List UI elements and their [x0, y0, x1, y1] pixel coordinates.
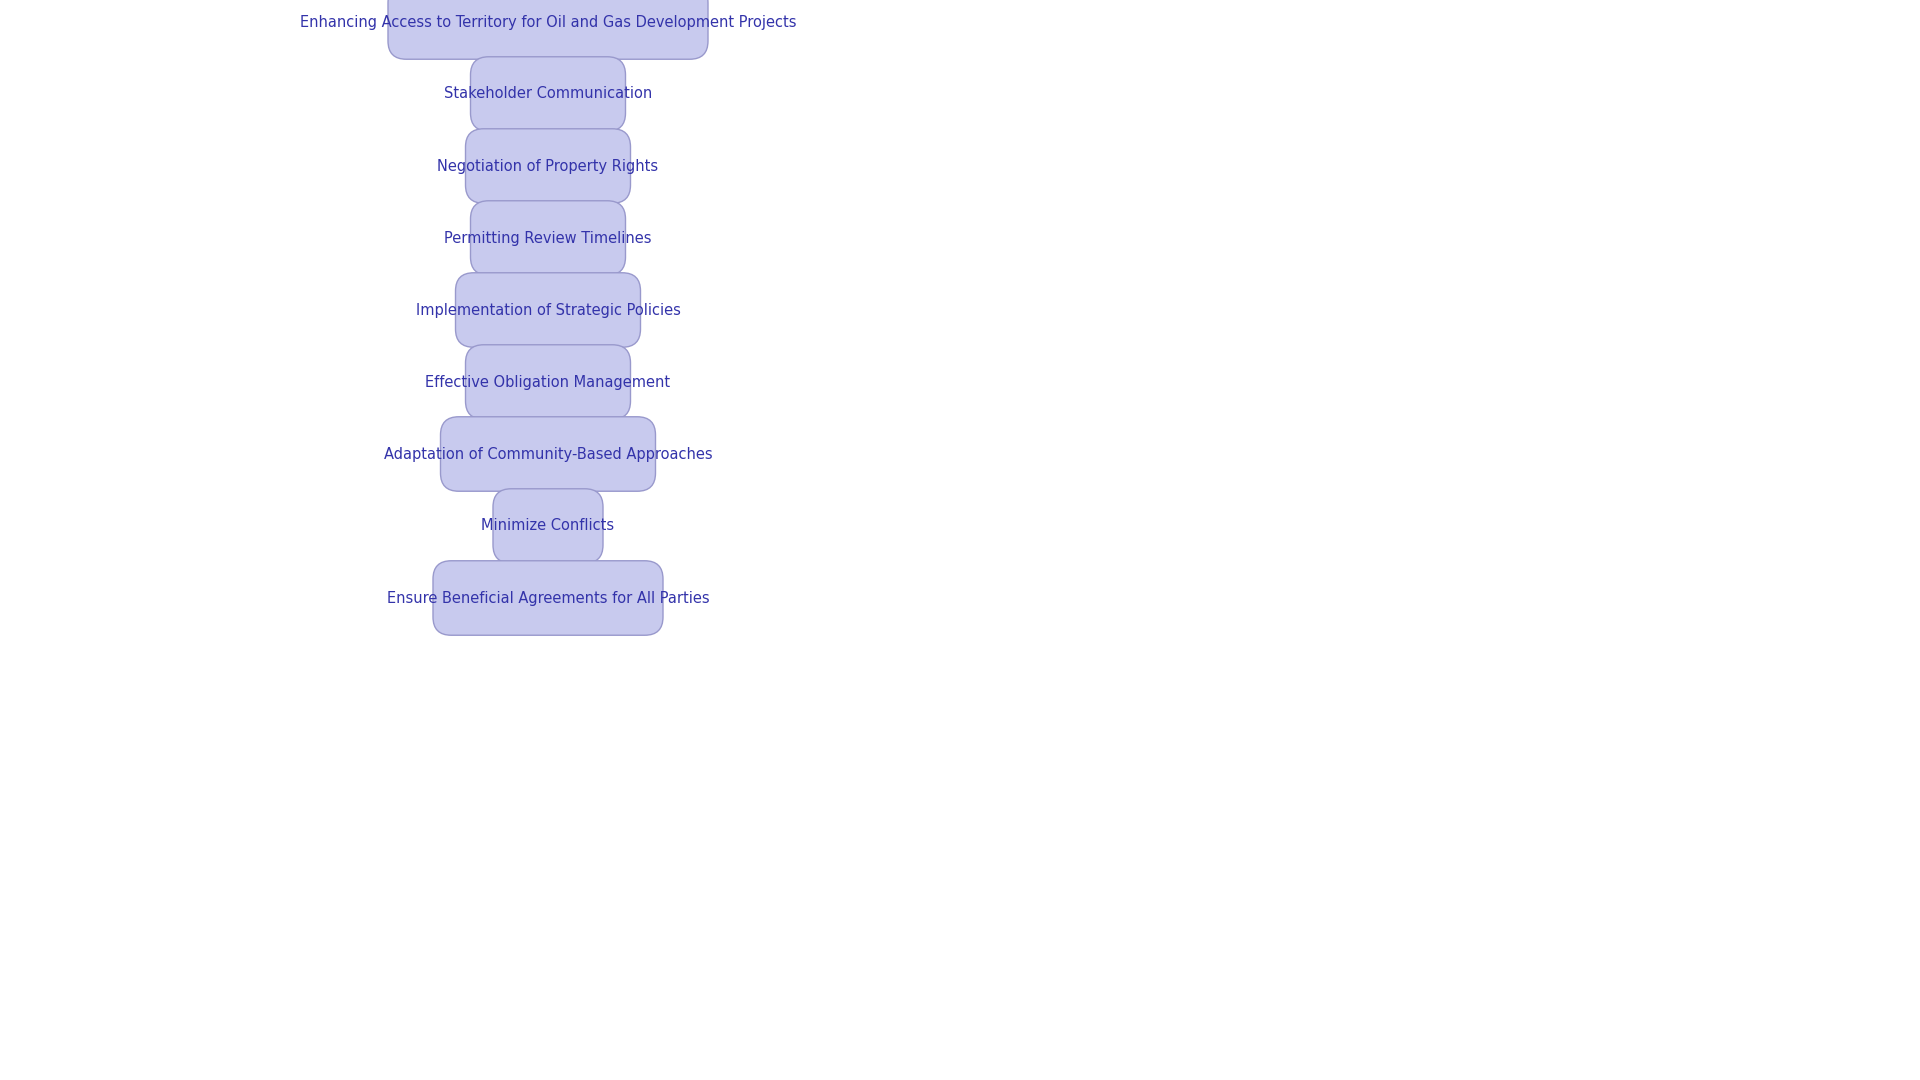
FancyBboxPatch shape — [440, 417, 655, 491]
FancyBboxPatch shape — [493, 489, 603, 564]
FancyBboxPatch shape — [470, 57, 626, 132]
FancyBboxPatch shape — [455, 273, 641, 348]
Text: Stakeholder Communication: Stakeholder Communication — [444, 86, 653, 102]
Text: Negotiation of Property Rights: Negotiation of Property Rights — [438, 159, 659, 174]
Text: Implementation of Strategic Policies: Implementation of Strategic Policies — [415, 302, 680, 318]
FancyBboxPatch shape — [465, 129, 630, 203]
Text: Permitting Review Timelines: Permitting Review Timelines — [444, 230, 651, 245]
FancyBboxPatch shape — [465, 345, 630, 419]
Text: Enhancing Access to Territory for Oil and Gas Development Projects: Enhancing Access to Territory for Oil an… — [300, 14, 797, 29]
Text: Minimize Conflicts: Minimize Conflicts — [482, 518, 614, 534]
FancyBboxPatch shape — [470, 201, 626, 275]
FancyBboxPatch shape — [388, 0, 708, 59]
Text: Adaptation of Community-Based Approaches: Adaptation of Community-Based Approaches — [384, 446, 712, 461]
Text: Ensure Beneficial Agreements for All Parties: Ensure Beneficial Agreements for All Par… — [386, 591, 708, 606]
Text: Effective Obligation Management: Effective Obligation Management — [426, 375, 670, 390]
FancyBboxPatch shape — [434, 561, 662, 635]
